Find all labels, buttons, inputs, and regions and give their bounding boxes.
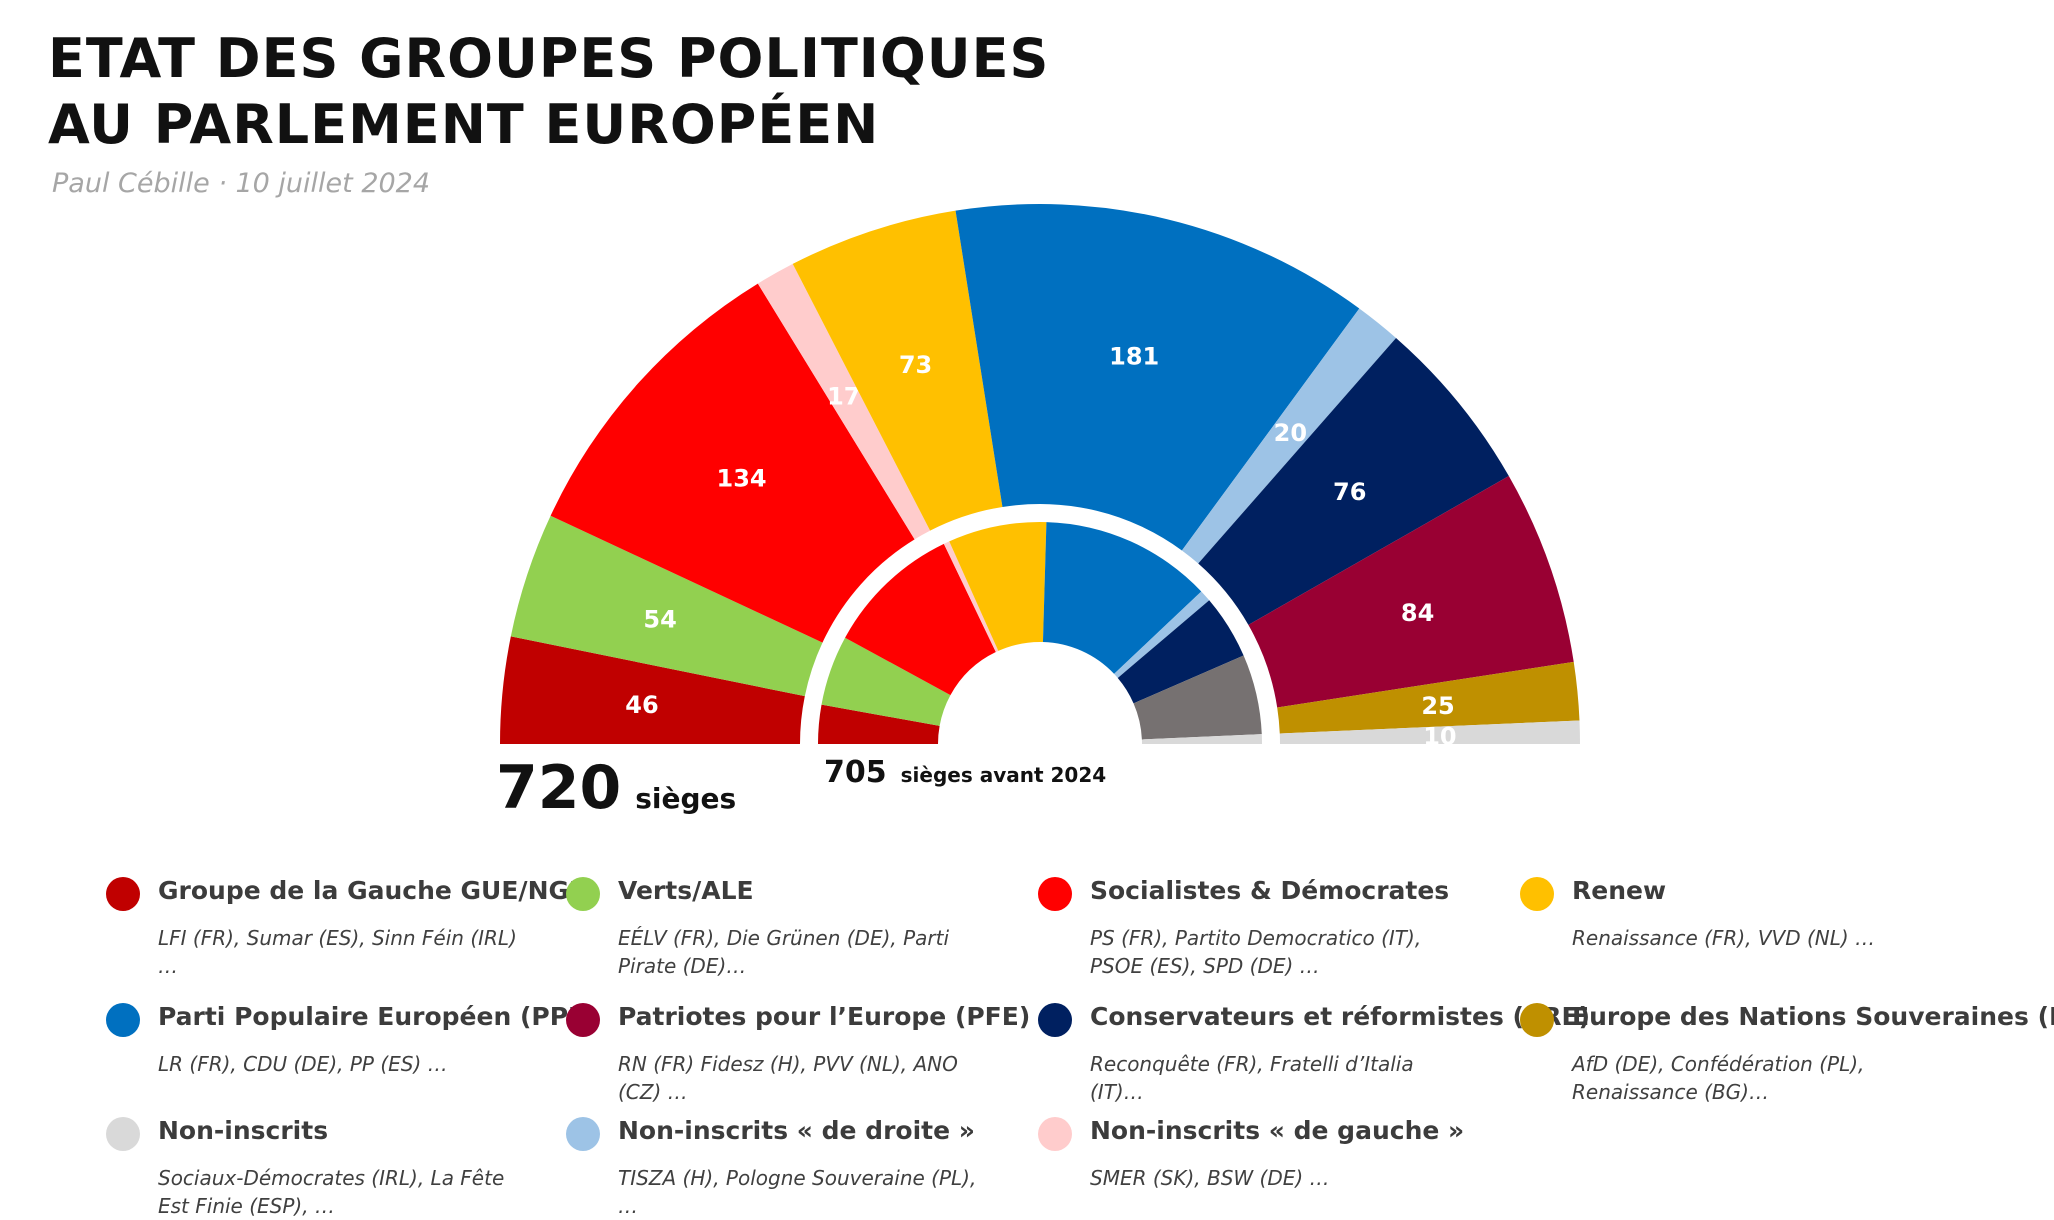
legend-description: Reconquête (FR), Fratelli d’Italia (IT)… bbox=[1090, 1052, 1414, 1104]
legend-description: Renaissance (FR), VVD (NL) … bbox=[1572, 926, 1876, 950]
legend-dot-icon bbox=[106, 1117, 140, 1151]
inner-slice-6 bbox=[1114, 591, 1210, 678]
outer-label-1: 54 bbox=[643, 606, 676, 634]
legend-description: AfD (DE), Confédération (PL), Renaissanc… bbox=[1572, 1052, 1865, 1104]
outer-slice-0 bbox=[500, 636, 805, 744]
legend-dot-icon bbox=[566, 1003, 600, 1037]
legend-description: TISZA (H), Pologne Souveraine (PL), … bbox=[618, 1166, 977, 1218]
outer-label-5: 181 bbox=[1109, 342, 1159, 370]
title-line-2: AU PARLEMENT EUROPÉEN bbox=[48, 93, 880, 156]
legend-name: Patriotes pour l’Europe (PFE) bbox=[618, 1002, 1031, 1031]
legend-dot-icon bbox=[566, 1117, 600, 1151]
legend-description: LFI (FR), Sumar (ES), Sinn Féin (IRL) … bbox=[158, 926, 517, 978]
legend-name: Non-inscrits « de gauche » bbox=[1090, 1116, 1465, 1145]
inner-slice-3 bbox=[943, 541, 999, 653]
outer-label-8: 84 bbox=[1401, 599, 1434, 627]
inner-slice-4 bbox=[949, 522, 1047, 651]
outer-label-6: 20 bbox=[1274, 419, 1307, 447]
inner-slice-5 bbox=[1042, 522, 1202, 674]
legend-description: RN (FR) Fidesz (H), PVV (NL), ANO (CZ) … bbox=[618, 1052, 958, 1104]
legend-name: Socialistes & Démocrates bbox=[1090, 876, 1450, 905]
title-line-1: ETAT DES GROUPES POLITIQUES bbox=[48, 27, 1050, 90]
legend-name: Non-inscrits « de droite » bbox=[618, 1116, 975, 1145]
legend-name: Europe des Nations Souveraines (ENS) bbox=[1572, 1002, 2054, 1031]
outer-slice-4 bbox=[792, 210, 1003, 531]
outer-label-7: 76 bbox=[1333, 478, 1366, 506]
legend-dot-icon bbox=[566, 877, 600, 911]
legend-name: Conservateurs et réformistes (CRE) bbox=[1090, 1002, 1591, 1031]
legend-name: Verts/ALE bbox=[618, 876, 754, 905]
outer-label-3: 17 bbox=[827, 382, 860, 410]
legend-name: Non-inscrits bbox=[158, 1116, 329, 1145]
outer-slice-5 bbox=[955, 204, 1360, 551]
legend-description: LR (FR), CDU (DE), PP (ES) … bbox=[158, 1052, 448, 1076]
outer-slice-2 bbox=[550, 283, 915, 643]
legend-description: EÉLV (FR), Die Grünen (DE), Parti Pirate… bbox=[618, 926, 950, 978]
legend-dot-icon bbox=[106, 877, 140, 911]
page-title: ETAT DES GROUPES POLITIQUES AU PARLEMENT… bbox=[48, 26, 1148, 158]
legend-name: Renew bbox=[1572, 876, 1667, 905]
legend-description: Sociaux-Démocrates (IRL), La Fête Est Fi… bbox=[158, 1166, 505, 1218]
legend-dot-icon bbox=[1038, 877, 1072, 911]
inner-slice-8 bbox=[1133, 655, 1262, 740]
outer-label-2: 134 bbox=[717, 465, 767, 493]
outer-slice-6 bbox=[1181, 308, 1397, 564]
legend-dot-icon bbox=[1520, 877, 1554, 911]
inner-slice-0 bbox=[818, 704, 940, 744]
legend-description: PS (FR), Partito Democratico (IT), PSOE … bbox=[1090, 926, 1422, 978]
previous-seats-label: 705 sièges avant 2024 bbox=[824, 755, 1106, 790]
legend-dot-icon bbox=[1038, 1117, 1072, 1151]
inner-slice-1 bbox=[821, 637, 951, 726]
outer-label-10: 10 bbox=[1423, 722, 1456, 750]
total-seats-label: 720 sièges bbox=[496, 753, 736, 823]
inner-slice-9 bbox=[1141, 734, 1262, 744]
outer-label-9: 25 bbox=[1421, 692, 1454, 720]
legend-dot-icon bbox=[1520, 1003, 1554, 1037]
legend-name: Parti Populaire Européen (PPE) bbox=[158, 1002, 597, 1031]
legend-dot-icon bbox=[106, 1003, 140, 1037]
outer-slice-1 bbox=[510, 515, 823, 697]
legend-name: Groupe de la Gauche GUE/NGL bbox=[158, 876, 585, 905]
subtitle: Paul Cébille · 10 juillet 2024 bbox=[52, 168, 431, 199]
outer-label-4: 73 bbox=[899, 351, 932, 379]
legend-dot-icon bbox=[1038, 1003, 1072, 1037]
inner-slice-7 bbox=[1117, 600, 1244, 704]
outer-label-0: 46 bbox=[625, 691, 658, 719]
legend-description: SMER (SK), BSW (DE) … bbox=[1090, 1166, 1330, 1190]
outer-slice-7 bbox=[1198, 338, 1509, 625]
outer-slice-8 bbox=[1248, 476, 1574, 708]
outer-slice-10 bbox=[1279, 720, 1580, 744]
inner-slice-2 bbox=[845, 543, 996, 696]
outer-slice-9 bbox=[1277, 661, 1580, 734]
outer-slice-3 bbox=[757, 263, 931, 540]
